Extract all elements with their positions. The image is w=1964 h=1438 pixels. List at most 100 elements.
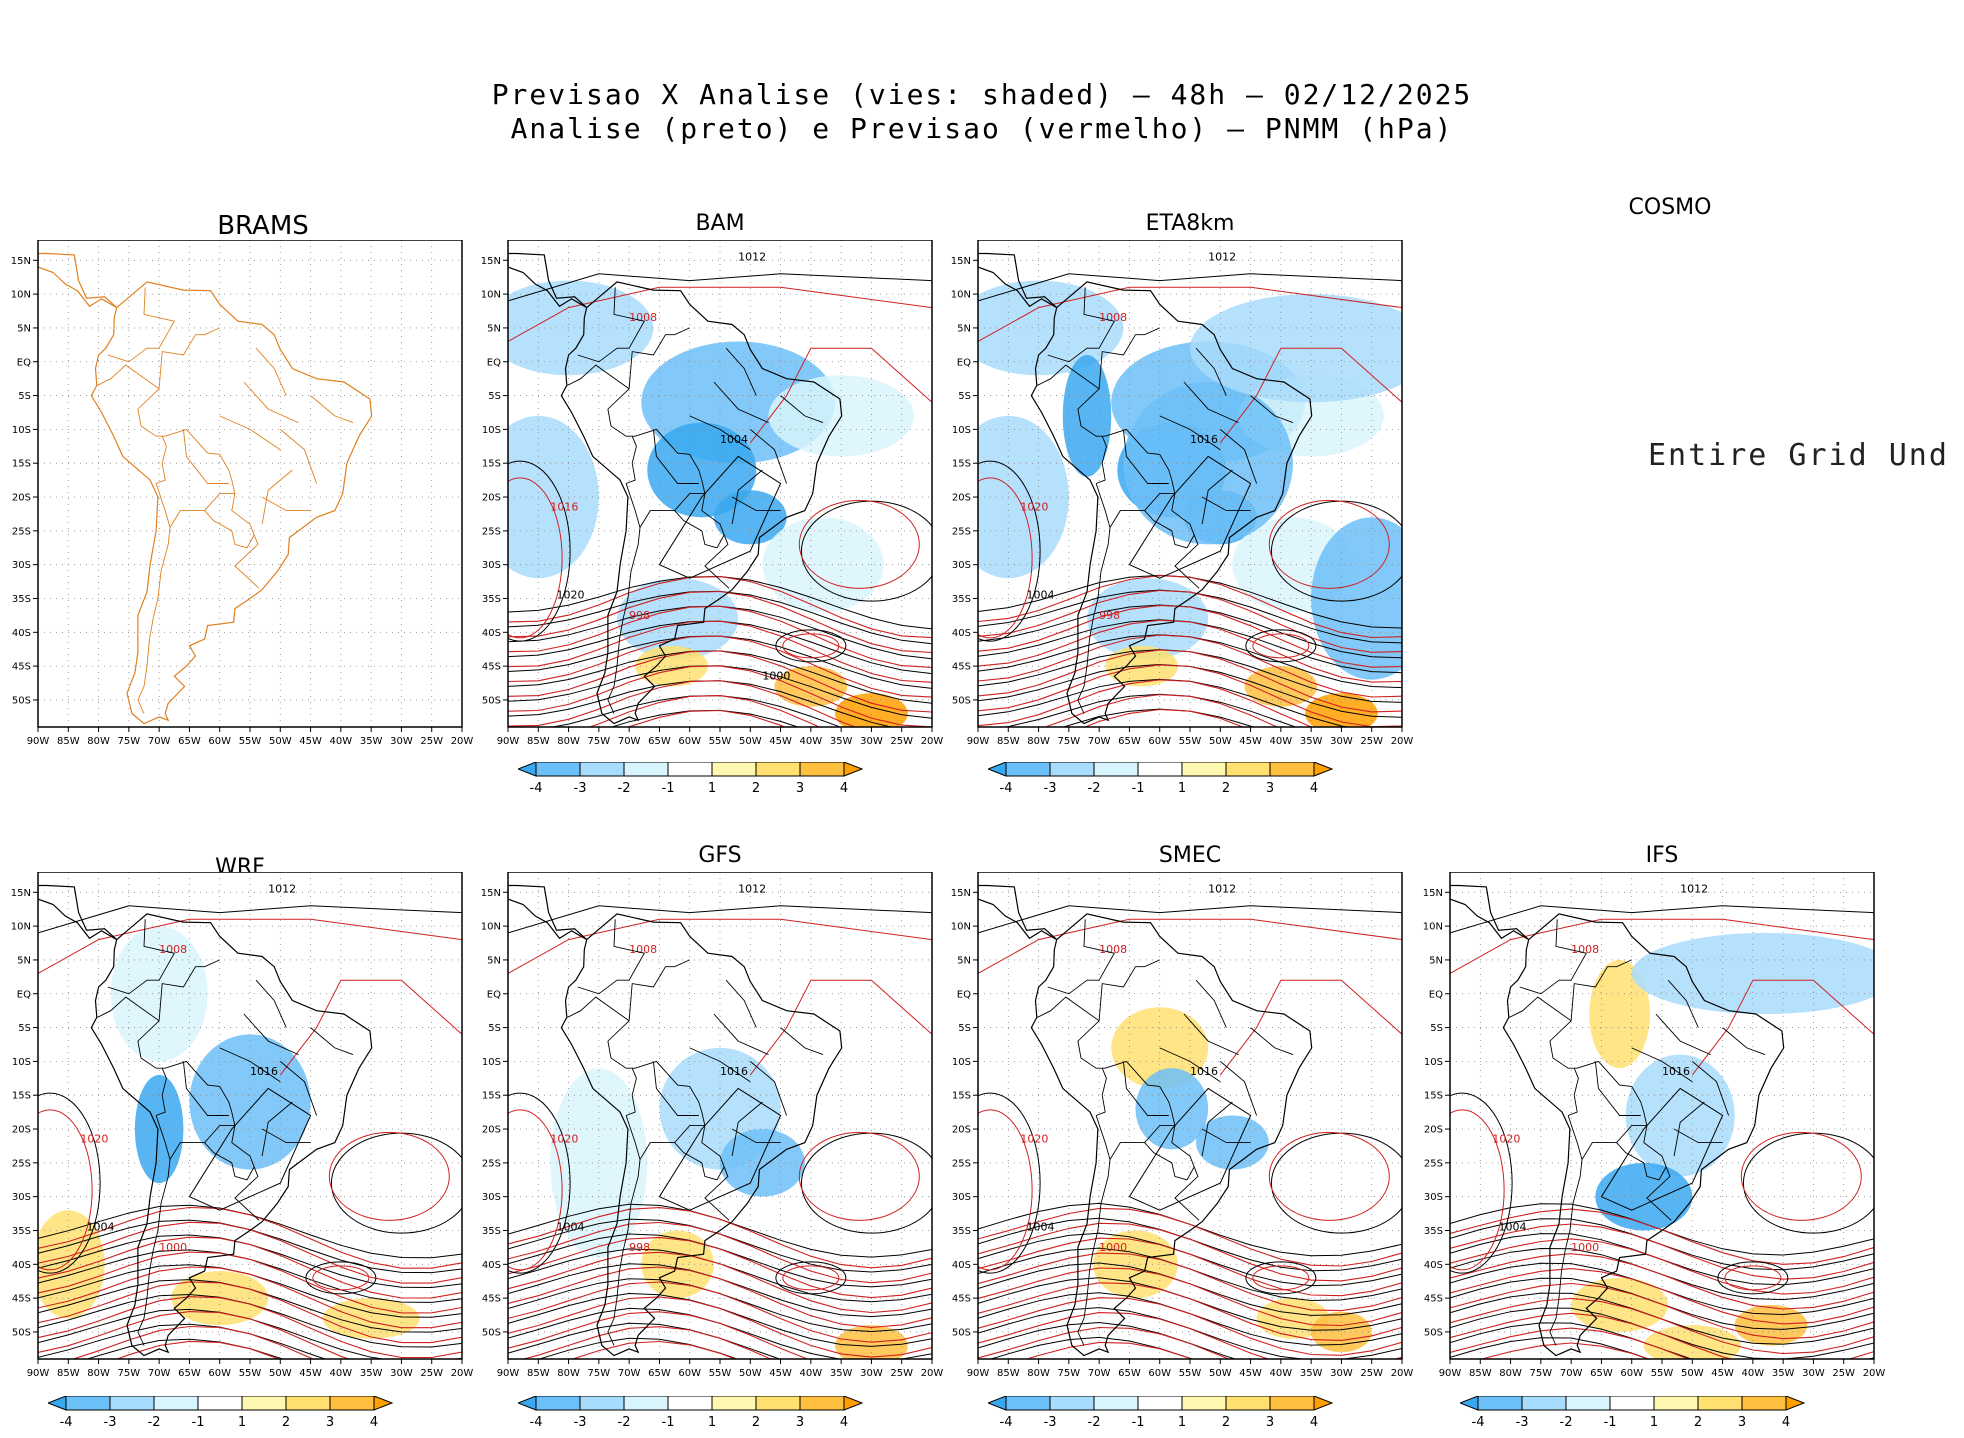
lat-tick-label: 5N xyxy=(957,323,971,334)
country-border xyxy=(607,483,641,714)
lon-tick-label: 35W xyxy=(830,736,853,747)
bias-shading xyxy=(1595,1162,1693,1231)
lon-tick-label: 20W xyxy=(451,736,474,747)
colorbar-segment xyxy=(535,761,581,777)
lon-tick-label: 80W xyxy=(1027,1368,1050,1379)
panel-title-cosmo: COSMO xyxy=(1628,195,1712,220)
lon-tick-label: 70W xyxy=(148,736,171,747)
map-panel-wrf: 1012 1008 1016 1020 1004 1000 15N 10N 5N EQ 5S 10S 1… xyxy=(0,872,484,1387)
colorbar-segment xyxy=(667,1395,713,1411)
isobar-label: 1012 xyxy=(268,882,296,895)
isobar-label: 1012 xyxy=(1208,882,1236,895)
no-data-message: Entire Grid Und xyxy=(1648,438,1949,473)
colorbar-label: 3 xyxy=(1266,1415,1274,1430)
country-border xyxy=(1047,287,1115,363)
lat-tick-label: 40S xyxy=(12,1260,31,1271)
country-border xyxy=(731,496,781,512)
colorbar-smec: -4 -3 -2 -1 1 2 3 4 xyxy=(986,1395,1408,1438)
colorbar-label: 1 xyxy=(1178,781,1186,796)
country-border xyxy=(1122,1061,1169,1116)
figure-title-line-2: Analise (preto) e Previsao (vermelho) – … xyxy=(510,112,1454,145)
lon-tick-label: 30W xyxy=(1802,1368,1825,1379)
lon-tick-label: 85W xyxy=(997,736,1020,747)
country-border xyxy=(1581,1142,1617,1160)
panel-title-eta8km: ETA8km xyxy=(1145,211,1235,236)
colorbar-segment xyxy=(667,761,713,777)
country-border xyxy=(137,959,260,1221)
country-border xyxy=(107,287,175,363)
lon-tick-label: 35W xyxy=(830,1368,853,1379)
lon-tick-label: 65W xyxy=(1590,1368,1613,1379)
country-border xyxy=(1549,1115,1583,1346)
lat-tick-label: 25S xyxy=(1424,1158,1443,1169)
country-border xyxy=(1594,1061,1641,1116)
isobar-label: 1008 xyxy=(1571,943,1599,956)
colorbar-segment xyxy=(329,1395,375,1411)
lon-tick-label: 60W xyxy=(1148,1368,1171,1379)
lat-tick-label: 40S xyxy=(1424,1260,1443,1271)
coastline-south-america xyxy=(1502,913,1785,1357)
lat-tick-label: 15S xyxy=(1424,1091,1443,1102)
country-border xyxy=(261,469,293,525)
colorbar-label: 1 xyxy=(1178,1415,1186,1430)
coastline-central-america xyxy=(38,252,118,309)
isobar-label: 1008 xyxy=(1099,943,1127,956)
country-border xyxy=(639,1142,675,1160)
lat-tick-label: 50S xyxy=(952,1327,971,1338)
colorbar-segment xyxy=(1137,1395,1183,1411)
colorbar-segment xyxy=(1093,761,1139,777)
lon-tick-label: 65W xyxy=(648,1368,671,1379)
country-border xyxy=(1037,996,1100,1022)
isobar-label: 1008 xyxy=(629,311,657,324)
country-border xyxy=(673,1125,725,1181)
lat-tick-label: 30S xyxy=(952,1192,971,1203)
coastline-south-america xyxy=(1030,913,1313,1357)
map-panel-gfs: 1012 1008 1016 1020 1004 998 15N 10N 5N EQ 5S 10S 15… xyxy=(470,872,954,1387)
lat-tick-label: 45S xyxy=(952,1294,971,1305)
country-border xyxy=(725,347,757,396)
colorbar-segment xyxy=(623,761,669,777)
country-border xyxy=(1615,1125,1667,1181)
lat-tick-label: 20S xyxy=(952,1125,971,1136)
colorbar-segment xyxy=(1049,1395,1095,1411)
lon-tick-label: 85W xyxy=(1469,1368,1492,1379)
lat-tick-label: 15N xyxy=(481,256,501,267)
lon-tick-label: 90W xyxy=(27,1368,50,1379)
colorbar-label: 1 xyxy=(1650,1415,1658,1430)
colorbar-label: -4 xyxy=(530,781,543,796)
panel-title-brams: BRAMS xyxy=(217,211,309,241)
country-border xyxy=(107,919,175,995)
lon-tick-label: 45W xyxy=(299,1368,322,1379)
country-border xyxy=(639,510,675,528)
colorbar-segment xyxy=(799,1395,845,1411)
country-border xyxy=(652,429,699,484)
country-border xyxy=(1183,381,1239,424)
panel-title-ifs: IFS xyxy=(1645,843,1679,868)
lon-tick-label: 50W xyxy=(1209,1368,1232,1379)
lon-tick-label: 30W xyxy=(1330,736,1353,747)
lon-tick-label: 75W xyxy=(118,1368,141,1379)
isobar-label: 1012 xyxy=(1208,250,1236,263)
colorbar-label: -1 xyxy=(1604,1415,1617,1430)
colorbar-label: 4 xyxy=(840,1415,848,1430)
map-panel-smec: 1012 1008 1016 1020 1004 1000 15N 10N 5N EQ 5S 10S 1… xyxy=(940,872,1424,1387)
coastline-south-america xyxy=(90,281,373,725)
country-border xyxy=(1655,1013,1711,1056)
lon-tick-label: 35W xyxy=(360,736,383,747)
colorbar-label: -1 xyxy=(662,781,675,796)
coastline-central-america xyxy=(508,884,588,941)
bias-shading xyxy=(1625,1054,1735,1177)
lat-tick-label: 20S xyxy=(952,493,971,504)
colorbar-label: -1 xyxy=(1132,1415,1145,1430)
lon-tick-label: 45W xyxy=(1239,1368,1262,1379)
lon-tick-label: 55W xyxy=(1179,1368,1202,1379)
bias-shading xyxy=(508,415,599,579)
country-border xyxy=(280,1061,318,1116)
isobar-label: 998 xyxy=(629,609,650,622)
colorbar-bam: -4 -3 -2 -1 1 2 3 4 xyxy=(516,761,938,804)
country-border xyxy=(1201,1101,1233,1157)
lat-tick-label: 30S xyxy=(482,560,501,571)
country-border xyxy=(607,327,730,589)
country-border xyxy=(261,1128,311,1144)
lat-tick-label: 10S xyxy=(952,1057,971,1068)
